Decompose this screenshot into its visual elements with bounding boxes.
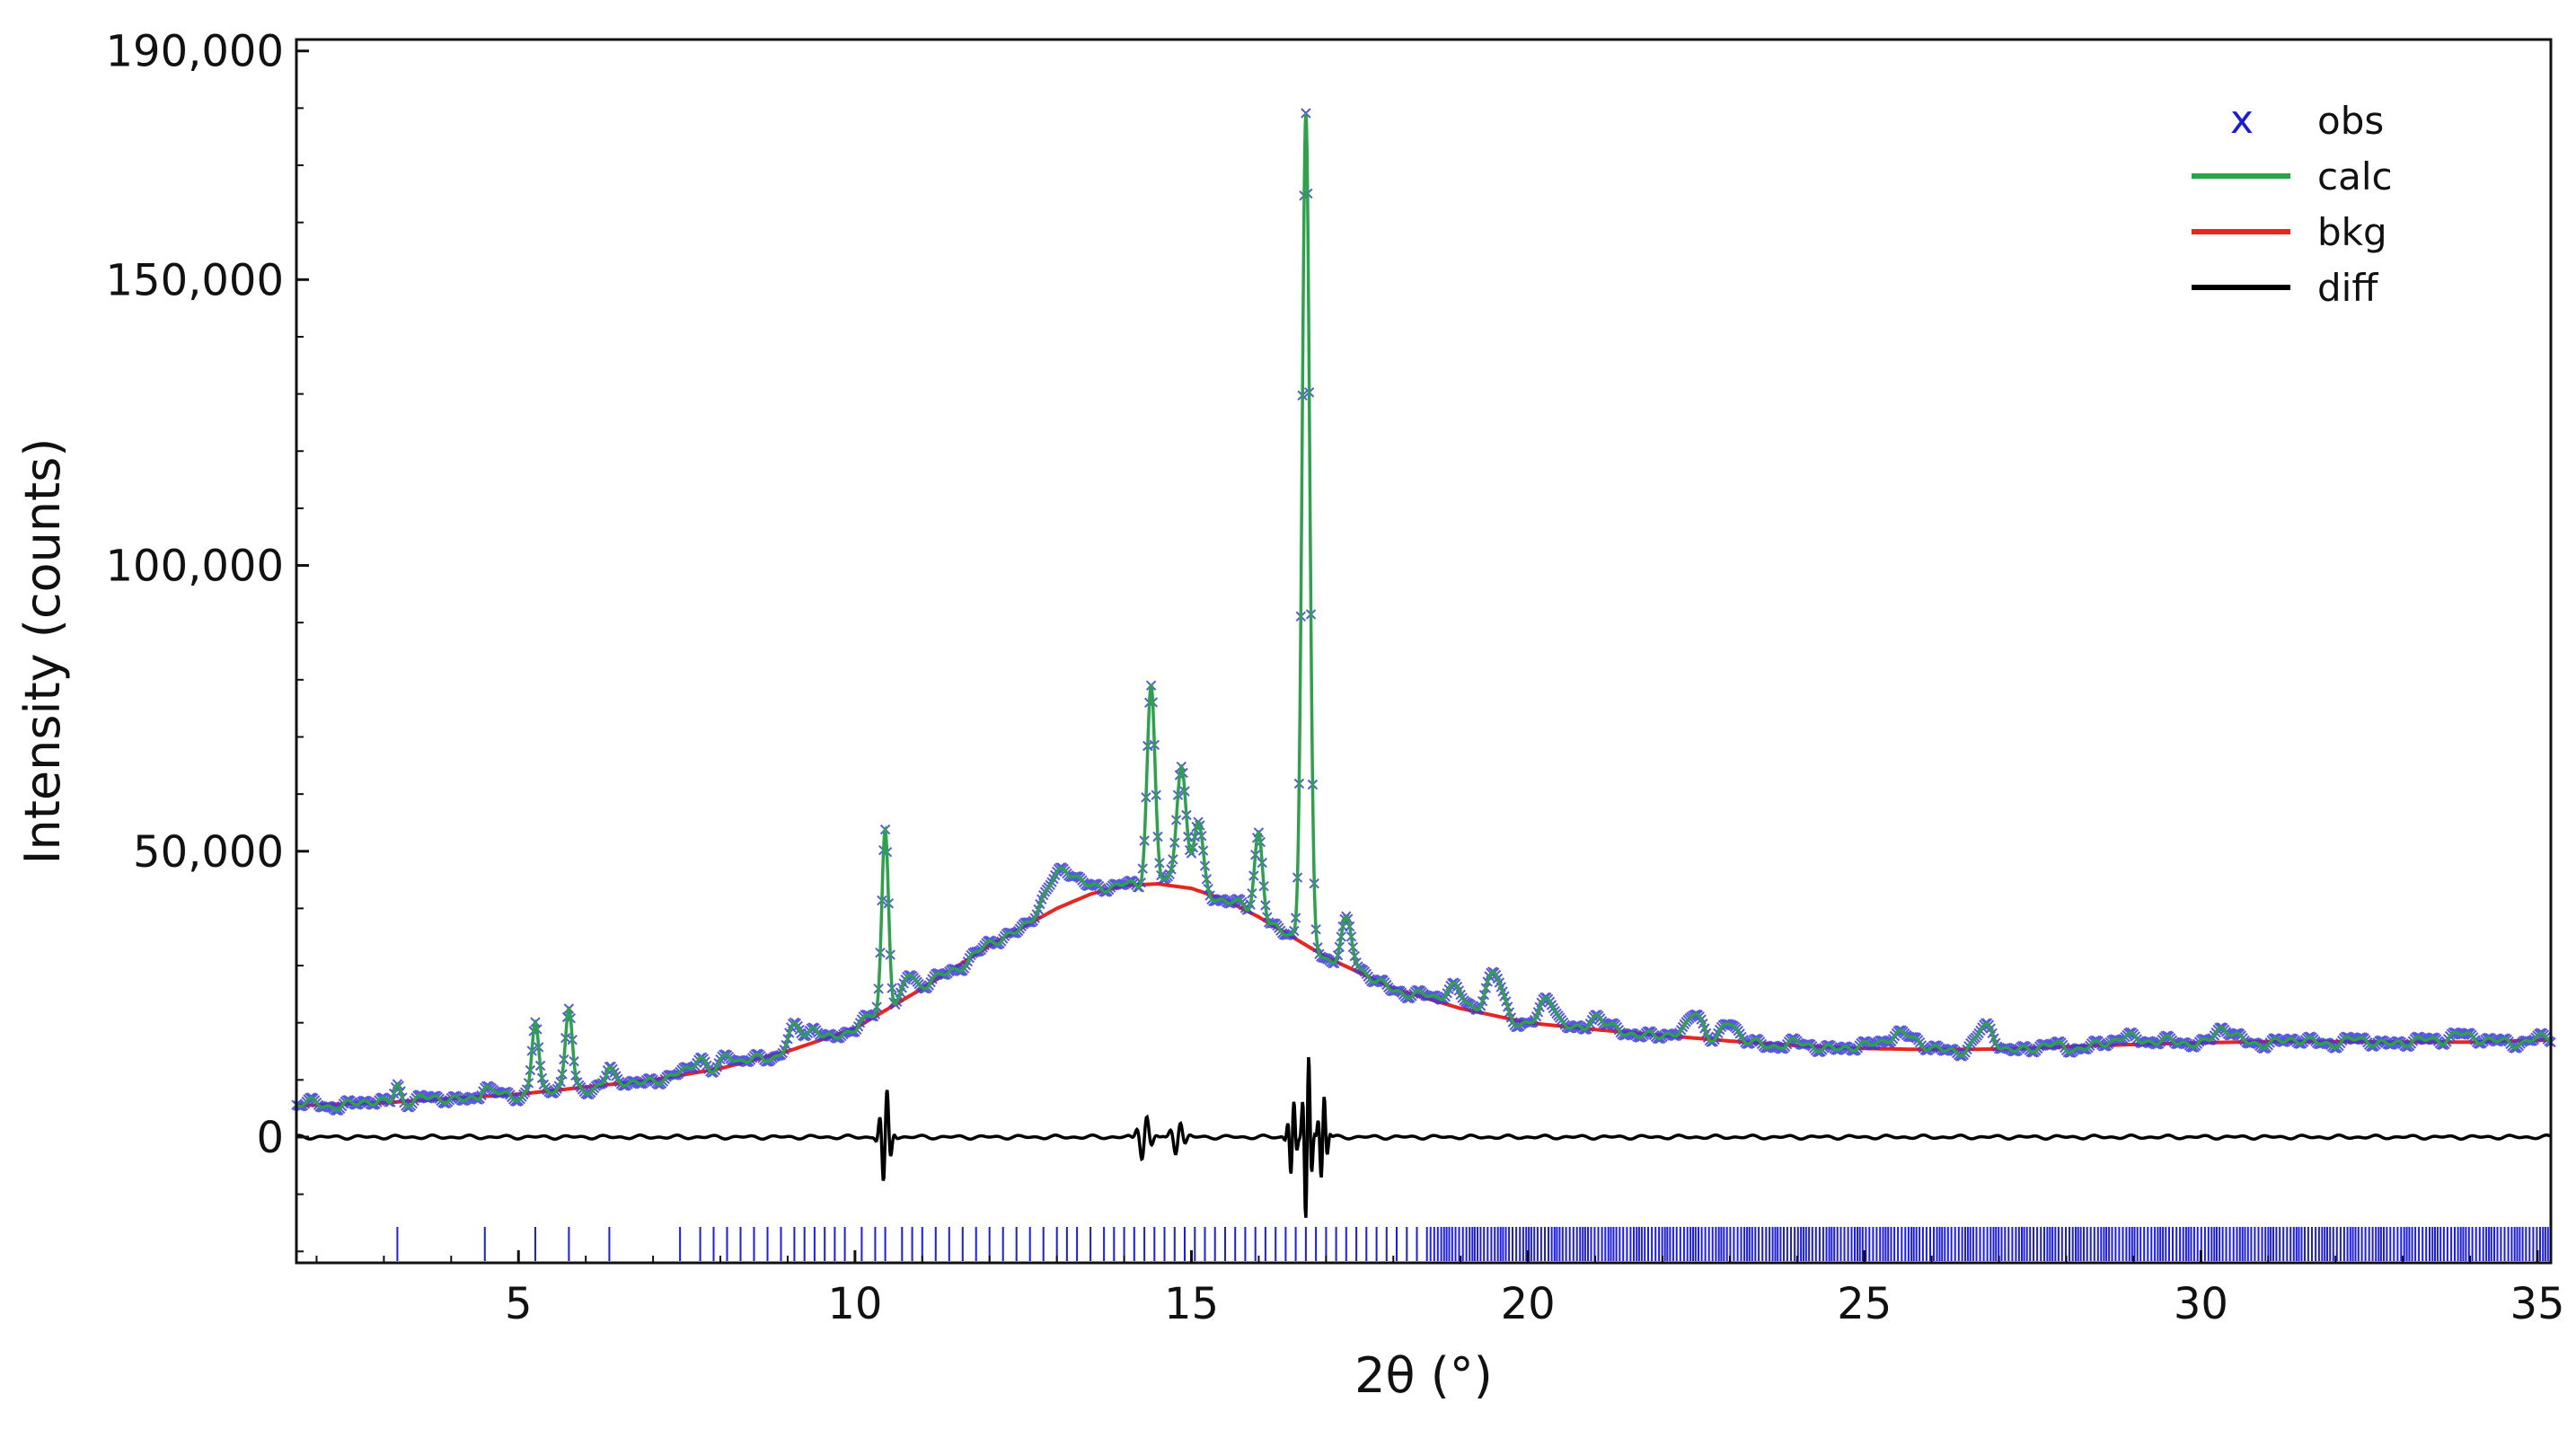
x-tick-label: 5 [505,1279,533,1329]
legend-calc-label: calc [2317,154,2393,198]
x-axis-title: 2θ (°) [1354,1347,1493,1404]
calc-series [296,113,2552,1112]
reflection-ticks [396,1227,2549,1261]
x-tick-label: 20 [1501,1279,1556,1329]
y-tick-label: 150,000 [106,255,285,305]
y-tick-label: 0 [256,1113,284,1163]
plot-frame [295,38,2553,1265]
y-axis-title: Intensity (counts) [14,438,71,865]
legend-bkg-label: bkg [2317,210,2387,254]
diff-series [296,1056,2551,1218]
legend-obs-label: obs [2317,99,2384,143]
legend: x obs calc bkg diff [2192,97,2393,310]
x-tick-label: 25 [1837,1279,1892,1329]
y-tick-label: 190,000 [106,27,285,77]
x-axis: 5 10 15 20 25 30 35 [315,1250,2565,1329]
x-tick-label: 30 [2174,1279,2228,1329]
calc-line [296,113,2552,1112]
y-axis: 0 50,000 100,000 150,000 190,000 [106,27,309,1253]
legend-diff-label: diff [2317,266,2378,310]
x-tick-label: 35 [2510,1279,2564,1329]
reflection-tick-marks [396,1227,2549,1261]
y-tick-label: 50,000 [133,827,284,878]
x-tick-label: 10 [827,1279,882,1329]
x-tick-label: 15 [1164,1279,1219,1329]
legend-obs-marker: x [2230,97,2254,143]
y-tick-label: 100,000 [106,542,285,592]
diff-line [296,1056,2551,1218]
